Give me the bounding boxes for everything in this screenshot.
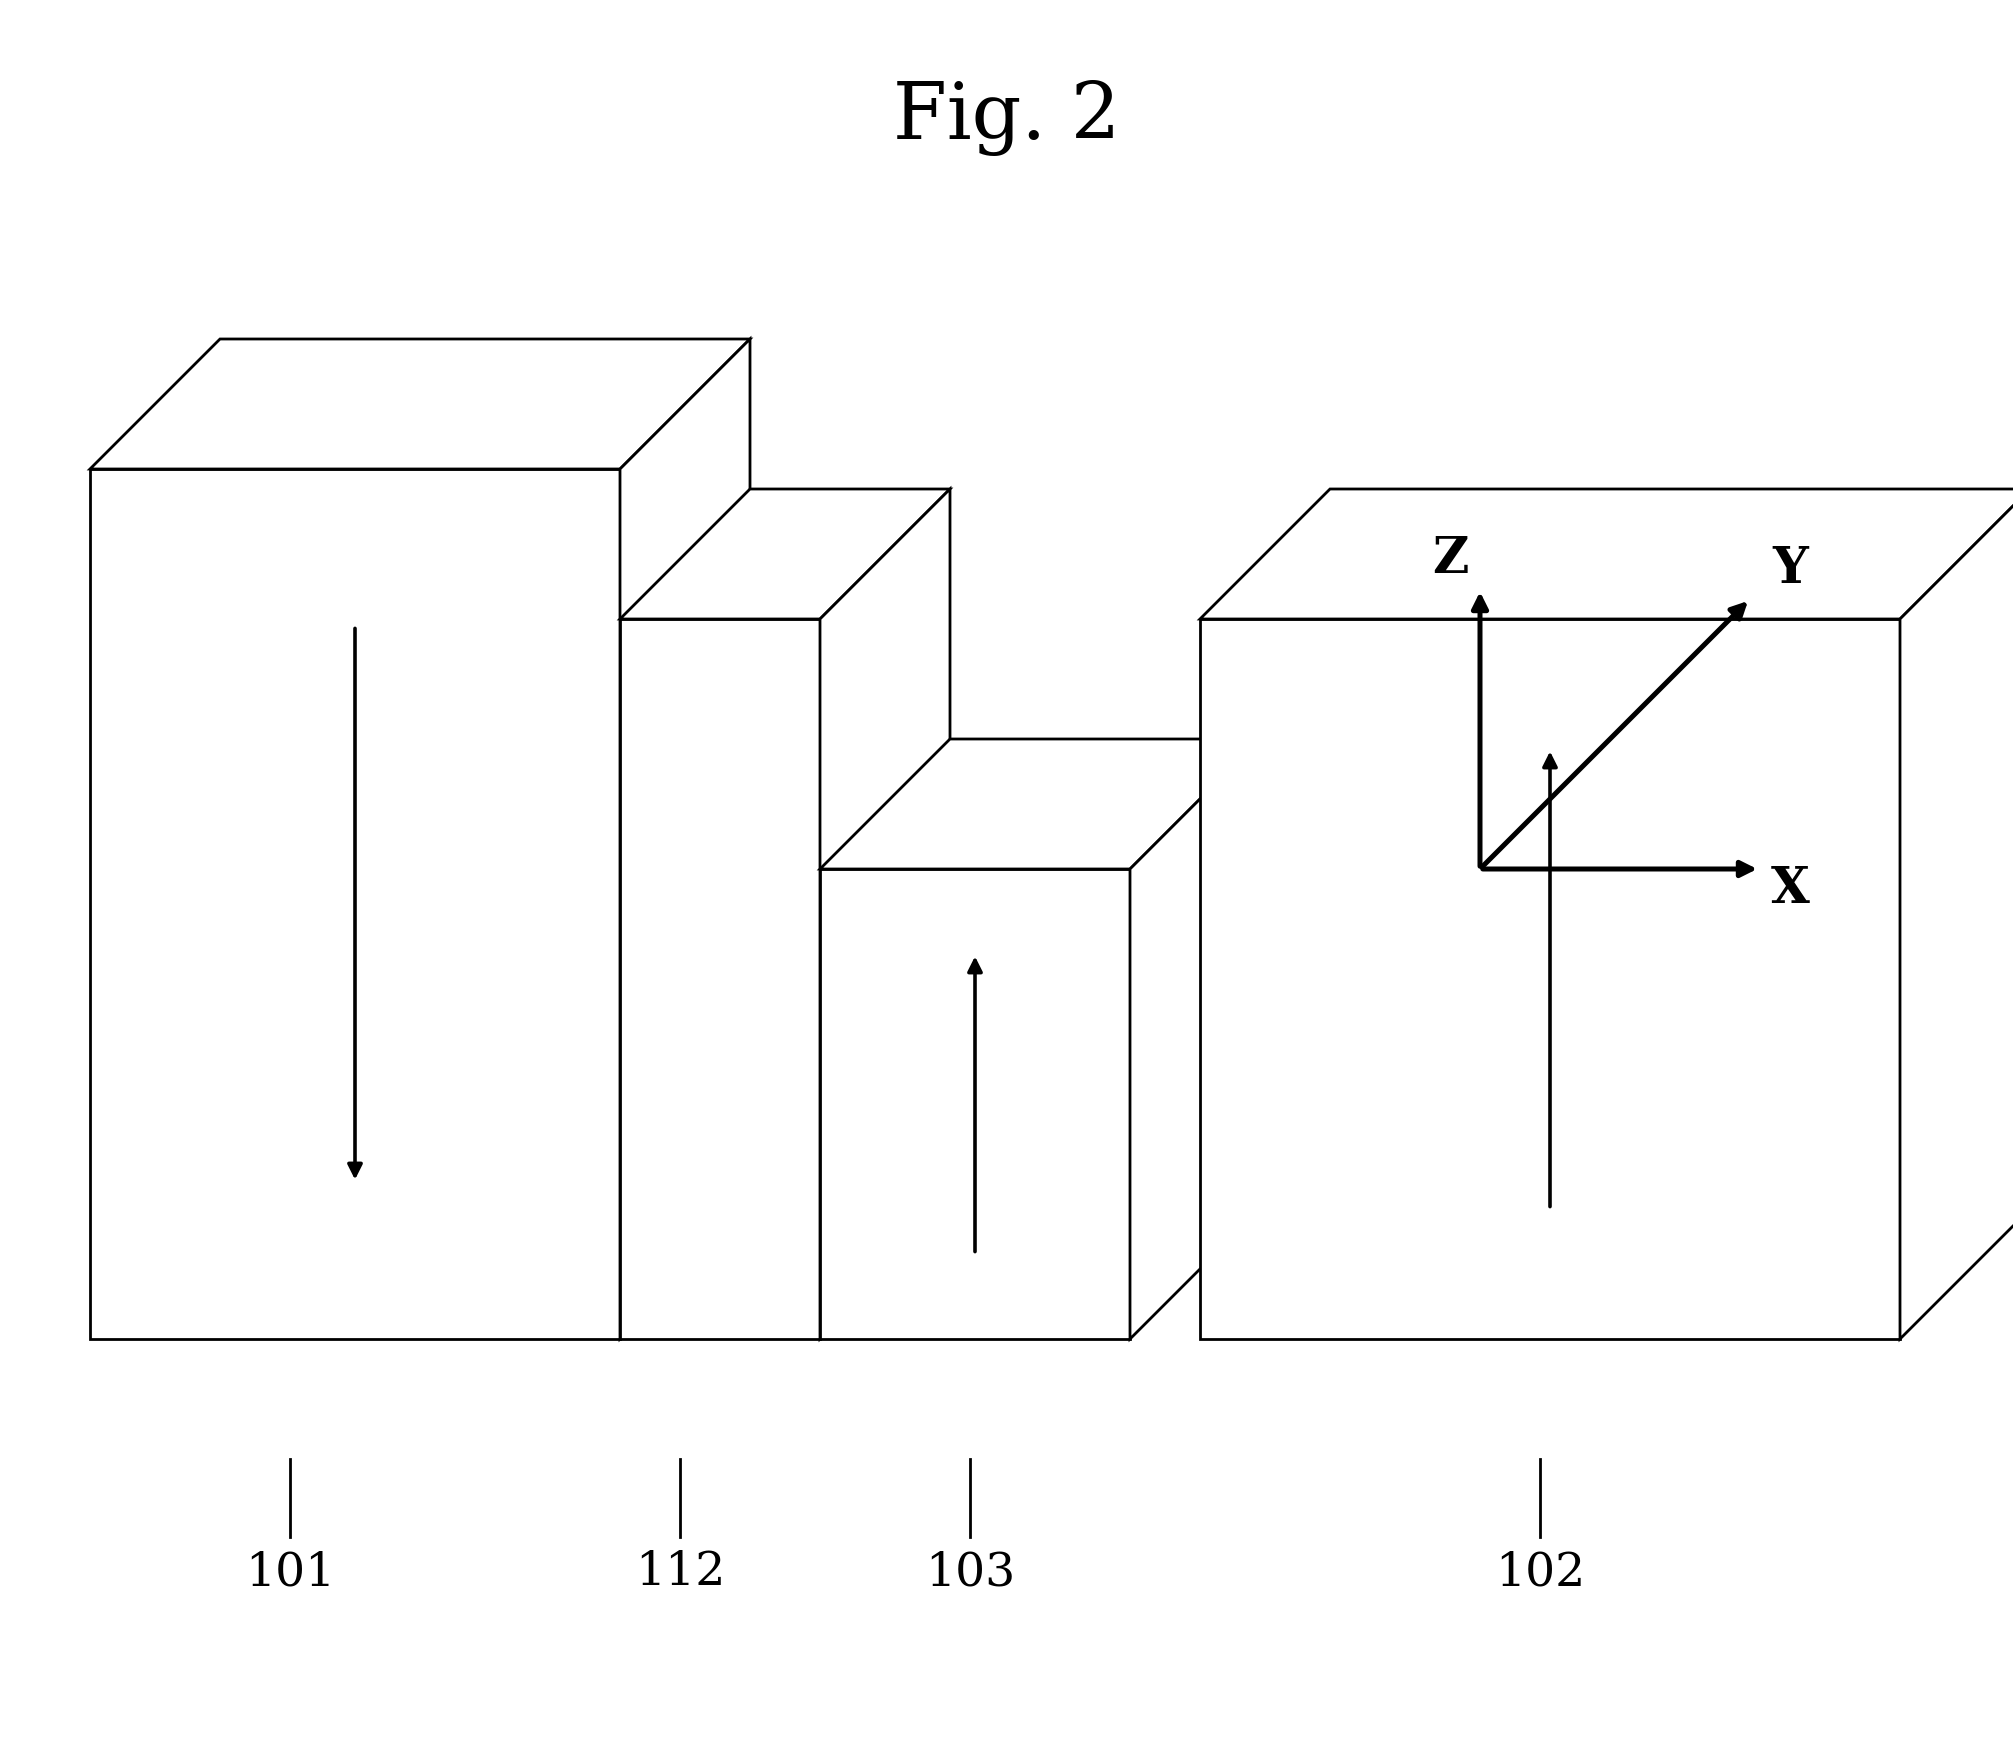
Text: 102: 102 (1496, 1550, 1584, 1594)
Text: 101: 101 (246, 1550, 334, 1594)
Polygon shape (91, 470, 620, 1339)
Polygon shape (91, 340, 751, 470)
Polygon shape (1200, 490, 2013, 620)
Polygon shape (620, 490, 950, 620)
Text: Z: Z (1431, 535, 1467, 584)
Text: Y: Y (1771, 546, 1808, 595)
Polygon shape (1129, 739, 1260, 1339)
Polygon shape (819, 739, 1260, 869)
Text: 103: 103 (924, 1550, 1015, 1594)
Polygon shape (620, 620, 819, 1339)
Text: Fig. 2: Fig. 2 (894, 81, 1119, 156)
Polygon shape (1200, 620, 1900, 1339)
Text: X: X (1771, 865, 1810, 914)
Polygon shape (819, 490, 950, 1339)
Polygon shape (620, 340, 751, 1339)
Polygon shape (1900, 490, 2013, 1339)
Polygon shape (819, 869, 1129, 1339)
Text: 112: 112 (634, 1550, 725, 1594)
